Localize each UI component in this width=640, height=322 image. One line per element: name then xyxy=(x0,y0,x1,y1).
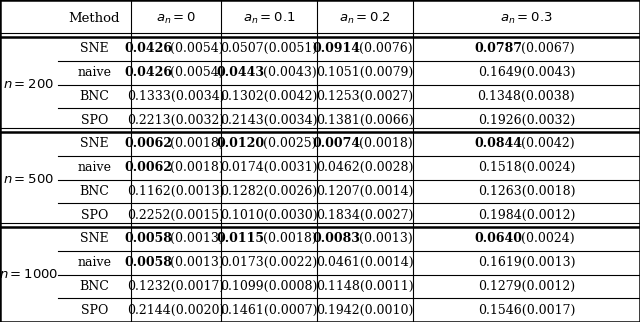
Text: (0.0013): (0.0013) xyxy=(170,232,224,245)
Text: $a_n = 0.3$: $a_n = 0.3$ xyxy=(500,11,553,26)
Text: Method: Method xyxy=(68,12,120,25)
Text: 0.0062: 0.0062 xyxy=(124,161,172,174)
Text: 0.1207(0.0014): 0.1207(0.0014) xyxy=(316,185,413,198)
Text: 0.0058: 0.0058 xyxy=(124,232,172,245)
Text: $n = 200$: $n = 200$ xyxy=(3,78,54,91)
Text: 0.1148(0.0011): 0.1148(0.0011) xyxy=(316,280,413,293)
Text: SPO: SPO xyxy=(81,114,108,127)
Text: 0.0462(0.0028): 0.0462(0.0028) xyxy=(316,161,413,174)
Text: 0.2213(0.0032): 0.2213(0.0032) xyxy=(127,114,225,127)
Text: $n = 500$: $n = 500$ xyxy=(3,173,54,186)
Text: 0.1099(0.0008): 0.1099(0.0008) xyxy=(220,280,317,293)
Text: 0.1232(0.0017): 0.1232(0.0017) xyxy=(127,280,225,293)
Text: (0.0013): (0.0013) xyxy=(170,256,224,269)
Text: (0.0054): (0.0054) xyxy=(170,43,224,55)
Text: 0.0074: 0.0074 xyxy=(313,137,361,150)
Text: 0.1263(0.0018): 0.1263(0.0018) xyxy=(477,185,575,198)
Text: 0.1926(0.0032): 0.1926(0.0032) xyxy=(478,114,575,127)
Text: 0.0507(0.0051): 0.0507(0.0051) xyxy=(220,43,317,55)
Text: 0.0083: 0.0083 xyxy=(313,232,361,245)
Text: 0.0426: 0.0426 xyxy=(124,66,172,79)
Text: 0.1253(0.0027): 0.1253(0.0027) xyxy=(316,90,413,103)
Text: 0.0174(0.0031): 0.0174(0.0031) xyxy=(220,161,317,174)
Text: $a_n = 0$: $a_n = 0$ xyxy=(156,11,196,26)
Text: BNC: BNC xyxy=(79,90,109,103)
Text: 0.0461(0.0014): 0.0461(0.0014) xyxy=(316,256,413,269)
Text: 0.0914: 0.0914 xyxy=(313,43,361,55)
Text: naive: naive xyxy=(77,161,111,174)
Text: SNE: SNE xyxy=(80,232,109,245)
Text: 0.1461(0.0007): 0.1461(0.0007) xyxy=(220,304,317,317)
Text: 0.0640: 0.0640 xyxy=(474,232,522,245)
Text: $n = 1000$: $n = 1000$ xyxy=(0,268,58,281)
Text: 0.1834(0.0027): 0.1834(0.0027) xyxy=(316,209,413,222)
Text: 0.1942(0.0010): 0.1942(0.0010) xyxy=(316,304,413,317)
Text: 0.0115: 0.0115 xyxy=(217,232,265,245)
Text: 0.1649(0.0043): 0.1649(0.0043) xyxy=(477,66,575,79)
Text: SPO: SPO xyxy=(81,209,108,222)
Text: (0.0043): (0.0043) xyxy=(263,66,317,79)
Text: 0.0120: 0.0120 xyxy=(217,137,265,150)
Text: SNE: SNE xyxy=(80,43,109,55)
Text: 0.2143(0.0034): 0.2143(0.0034) xyxy=(220,114,317,127)
Text: 0.1546(0.0017): 0.1546(0.0017) xyxy=(477,304,575,317)
Text: 0.2252(0.0015): 0.2252(0.0015) xyxy=(127,209,225,222)
Text: $a_n = 0.2$: $a_n = 0.2$ xyxy=(339,11,390,26)
Text: (0.0013): (0.0013) xyxy=(359,232,413,245)
Text: 0.1282(0.0026): 0.1282(0.0026) xyxy=(220,185,317,198)
Text: (0.0025): (0.0025) xyxy=(263,137,317,150)
Text: 0.1348(0.0038): 0.1348(0.0038) xyxy=(477,90,575,103)
Text: 0.1381(0.0066): 0.1381(0.0066) xyxy=(316,114,413,127)
Text: $a_n = 0.1$: $a_n = 0.1$ xyxy=(243,11,295,26)
Text: (0.0067): (0.0067) xyxy=(520,43,574,55)
Text: 0.0426: 0.0426 xyxy=(124,43,172,55)
Text: (0.0076): (0.0076) xyxy=(359,43,413,55)
Text: 0.1518(0.0024): 0.1518(0.0024) xyxy=(477,161,575,174)
Text: 0.1010(0.0030): 0.1010(0.0030) xyxy=(220,209,317,222)
Text: 0.1279(0.0012): 0.1279(0.0012) xyxy=(478,280,575,293)
Text: 0.0443: 0.0443 xyxy=(217,66,265,79)
Text: naive: naive xyxy=(77,256,111,269)
Text: (0.0018): (0.0018) xyxy=(359,137,413,150)
Text: (0.0024): (0.0024) xyxy=(520,232,574,245)
Text: (0.0018): (0.0018) xyxy=(170,161,224,174)
Text: BNC: BNC xyxy=(79,280,109,293)
Text: 0.1162(0.0013): 0.1162(0.0013) xyxy=(127,185,225,198)
Text: naive: naive xyxy=(77,66,111,79)
Text: 0.2144(0.0020): 0.2144(0.0020) xyxy=(127,304,225,317)
Text: 0.0844: 0.0844 xyxy=(474,137,522,150)
Text: 0.0058: 0.0058 xyxy=(124,256,172,269)
Text: 0.1619(0.0013): 0.1619(0.0013) xyxy=(477,256,575,269)
Text: 0.1051(0.0079): 0.1051(0.0079) xyxy=(316,66,413,79)
Text: (0.0042): (0.0042) xyxy=(520,137,574,150)
Text: 0.0173(0.0022): 0.0173(0.0022) xyxy=(220,256,317,269)
Text: SNE: SNE xyxy=(80,137,109,150)
Text: 0.1333(0.0034): 0.1333(0.0034) xyxy=(127,90,225,103)
Text: (0.0018): (0.0018) xyxy=(170,137,224,150)
Text: 0.0787: 0.0787 xyxy=(474,43,522,55)
Text: SPO: SPO xyxy=(81,304,108,317)
Text: 0.0062: 0.0062 xyxy=(124,137,172,150)
Text: 0.1302(0.0042): 0.1302(0.0042) xyxy=(220,90,317,103)
Text: BNC: BNC xyxy=(79,185,109,198)
Text: 0.1984(0.0012): 0.1984(0.0012) xyxy=(477,209,575,222)
Text: (0.0018): (0.0018) xyxy=(263,232,317,245)
Text: (0.0054): (0.0054) xyxy=(170,66,224,79)
